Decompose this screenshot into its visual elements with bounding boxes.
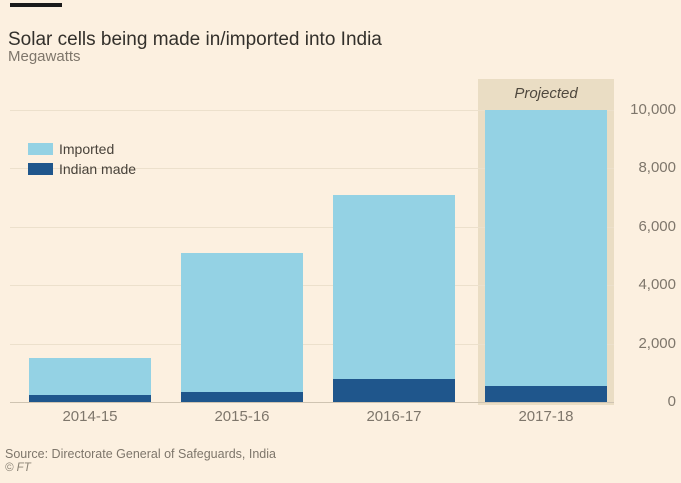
legend-label-indian-made: Indian made: [59, 161, 137, 177]
indian-made-swatch: [28, 163, 53, 175]
y-axis-tick-label: 10,000: [630, 101, 676, 118]
bar-2016-17-indian-made: [333, 378, 455, 402]
bar-2017-18-indian-made: [485, 385, 607, 402]
bar-2015-16-imported: [181, 253, 303, 392]
chart-units-label: Megawatts: [8, 48, 81, 65]
y-axis-tick-label: 6,000: [638, 217, 676, 235]
source-note: Source: Directorate General of Safeguard…: [5, 447, 276, 461]
gridline: [10, 285, 614, 287]
bar-2014-15-imported: [29, 358, 151, 395]
bar-2017-18-imported: [485, 110, 607, 386]
x-axis-tick-label: 2015-16: [214, 408, 270, 425]
chart-title: Solar cells being made in/imported into …: [8, 28, 382, 50]
ft-copyright: © FT: [5, 462, 31, 474]
y-axis-tick-label: 8,000: [638, 159, 676, 177]
top-rule: [10, 3, 62, 7]
legend-item-imported: Imported: [28, 142, 136, 156]
gridline: [10, 343, 614, 345]
gridline: [10, 168, 614, 170]
x-axis-baseline: [10, 402, 614, 403]
bar-2015-16-indian-made: [181, 391, 303, 402]
legend: Imported Indian made: [28, 142, 136, 182]
bar-2014-15-indian-made: [29, 394, 151, 402]
y-axis-tick-label: 4,000: [638, 276, 676, 294]
x-axis-tick-label: 2017-18: [518, 408, 574, 425]
bar-2016-17-imported: [333, 194, 455, 379]
x-axis-tick-label: 2016-17: [366, 408, 422, 425]
gridline: [10, 110, 614, 111]
y-axis-tick-label: 2,000: [638, 334, 676, 352]
legend-item-indian-made: Indian made: [28, 162, 136, 176]
gridline: [10, 226, 614, 228]
projected-annotation: Projected: [514, 85, 578, 102]
x-axis-tick-label: 2014-15: [62, 408, 118, 425]
imported-swatch: [28, 143, 53, 155]
y-axis-tick-label: 0: [667, 393, 676, 410]
legend-label-imported: Imported: [59, 141, 115, 157]
